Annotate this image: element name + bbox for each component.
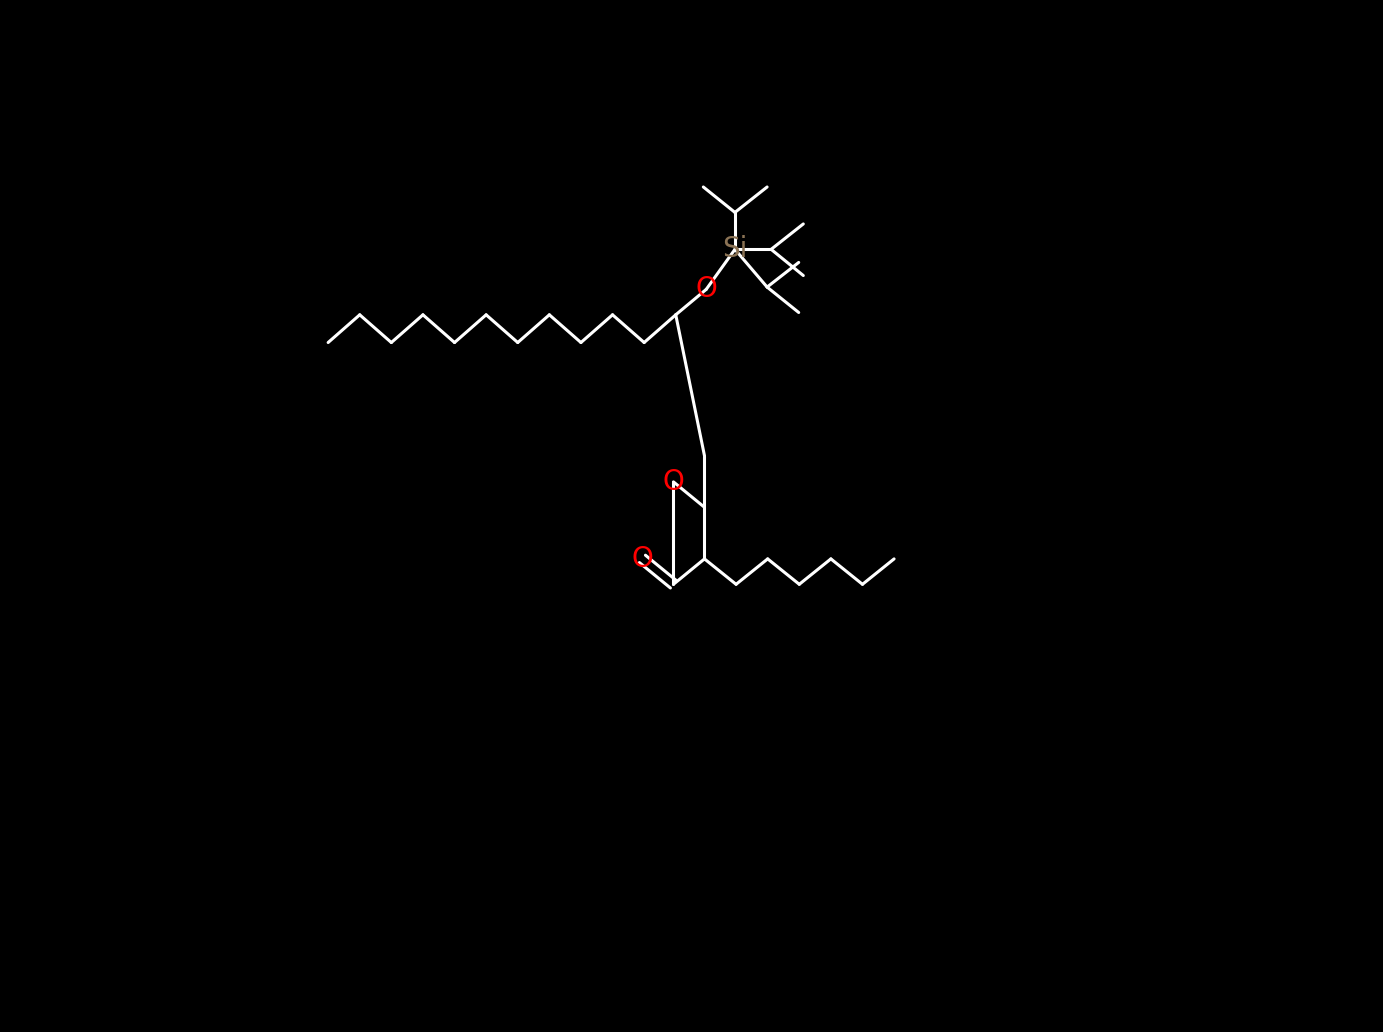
Text: O: O xyxy=(632,545,653,573)
Text: O: O xyxy=(662,467,685,496)
Text: Si: Si xyxy=(722,235,748,263)
Text: O: O xyxy=(696,276,716,303)
